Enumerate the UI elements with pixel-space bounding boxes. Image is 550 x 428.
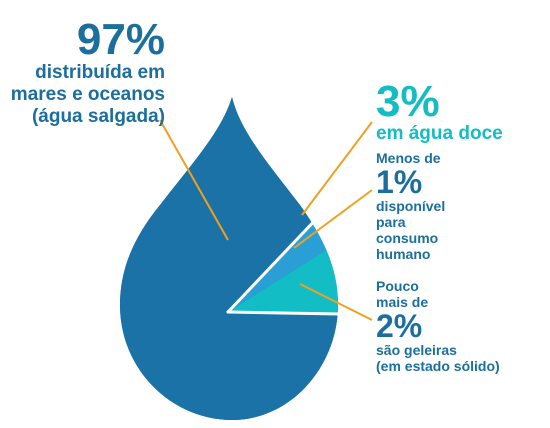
label-salt-water: 97% distribuída em mares e oceanos (água… — [0, 18, 165, 128]
separator-fresh-start — [226, 208, 326, 314]
label-fresh-water: 3% em água doce — [376, 80, 503, 145]
slice-glaciers — [228, 98, 338, 319]
leader-line-ice — [299, 283, 373, 321]
ice-prefix: Pouco mais de — [376, 278, 429, 310]
separator-fresh-end — [226, 310, 370, 316]
drink-text: disponível para consumo humano — [376, 198, 446, 262]
drink-prefix: Menos de — [376, 150, 441, 166]
label-glaciers: Pouco mais de 2% são geleiras (em estado… — [376, 278, 500, 374]
slice-separators — [226, 208, 370, 316]
salt-text: distribuída em mares e oceanos (água sal… — [10, 62, 165, 127]
fresh-text: em água doce — [376, 123, 503, 144]
leader-line-fresh — [301, 121, 373, 216]
ice-value: 2% — [376, 308, 423, 344]
leader-line-salt — [159, 119, 229, 241]
fresh-value: 3% — [376, 77, 440, 126]
label-drinkable: Menos de 1% disponível para consumo huma… — [376, 150, 445, 262]
ice-text: são geleiras (em estado sólido) — [376, 342, 500, 374]
drink-value: 1% — [376, 164, 423, 200]
salt-value: 97% — [76, 15, 165, 64]
leader-line-drink — [293, 189, 373, 249]
slice-drinkable — [228, 97, 338, 312]
